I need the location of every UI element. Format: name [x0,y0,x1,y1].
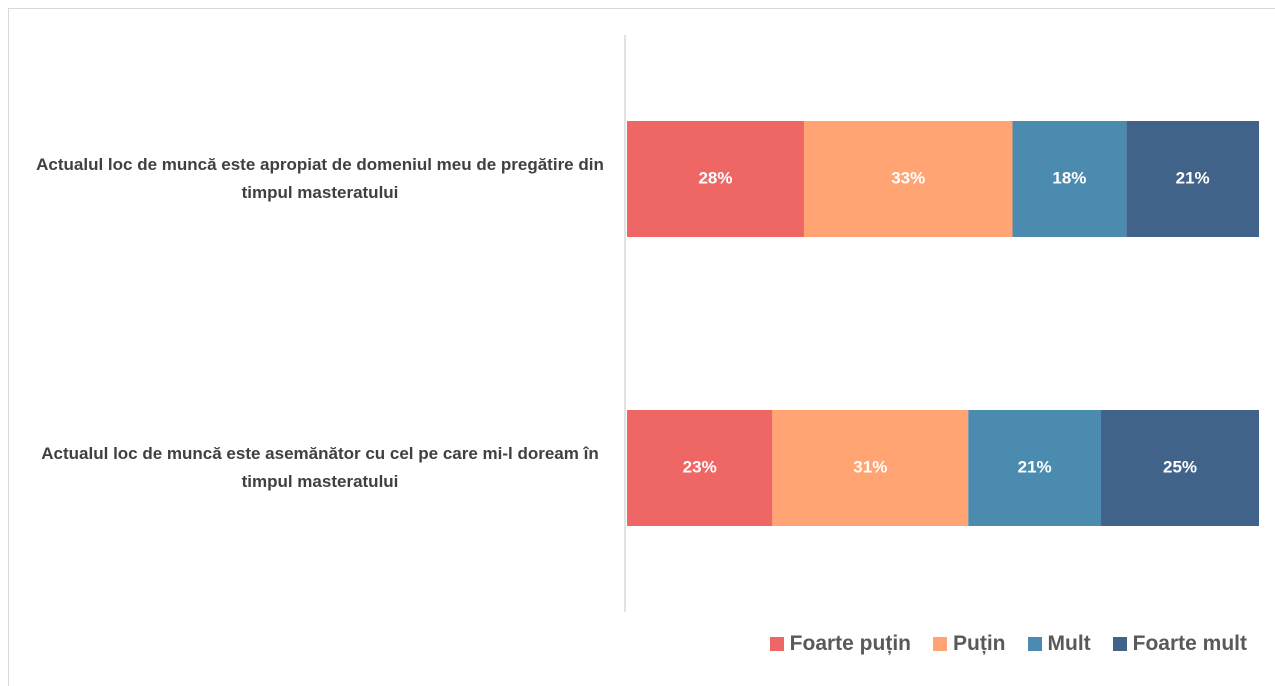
value-label: 21% [1018,457,1052,476]
category-label: Actualul loc de muncă este asemănător cu… [41,444,599,491]
value-label: 25% [1163,457,1197,476]
legend-label: Foarte mult [1132,632,1247,655]
bar-segment [803,121,1013,237]
legend-swatch [933,637,947,651]
category-label: Actualul loc de muncă este apropiat de d… [36,155,604,202]
legend-label: Foarte puțin [789,632,911,655]
chart-frame [8,8,1275,686]
legend: Foarte puțin Puțin Mult Foarte mult [769,632,1247,656]
value-label: 31% [853,457,887,476]
legend-item: Foarte puțin [769,632,911,656]
bar-segment [627,410,773,526]
bar-segment [1012,121,1127,237]
legend-swatch [769,637,784,651]
legend-swatch [1112,637,1127,651]
bar-segment [968,410,1101,526]
legend-item: Mult [1027,632,1091,656]
legend-item: Puțin [933,632,1006,656]
legend-label: Mult [1047,632,1091,655]
bar-segment [627,121,804,237]
bar-segment [1126,121,1259,237]
value-label: 21% [1176,168,1210,187]
value-label: 23% [683,457,717,476]
bar-segment [1101,410,1259,526]
value-label: 33% [891,168,925,187]
legend-label: Puțin [953,632,1006,655]
value-label: 28% [698,168,732,187]
bar-segment [772,410,969,526]
legend-item: Foarte mult [1112,632,1247,656]
value-label: 18% [1052,168,1086,187]
legend-swatch [1027,637,1042,651]
